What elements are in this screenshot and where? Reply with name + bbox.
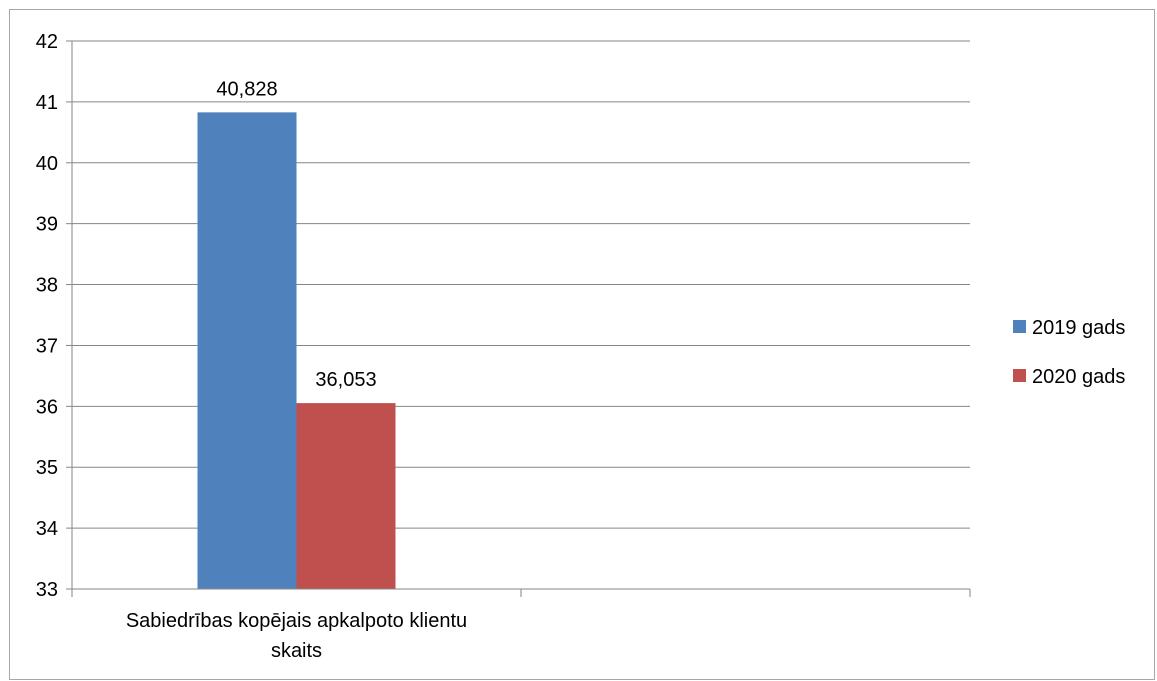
y-tick-label: 37: [36, 335, 58, 357]
axes: [66, 40, 971, 597]
y-tick-label: 39: [36, 214, 58, 236]
y-tick-label: 41: [36, 92, 58, 114]
data-label: 36,053: [315, 369, 376, 391]
category-label: skaits: [271, 640, 322, 662]
y-tick-labels: 33 34 35 36 37 38 39 40 41 42: [36, 31, 58, 601]
legend: 2019 gads 2020 gads: [1013, 317, 1125, 388]
category-label: Sabiedrības kopējais apkalpoto klientu: [126, 610, 467, 632]
legend-swatch: [1013, 320, 1026, 333]
chart-frame: [9, 9, 1155, 680]
y-tick-label: 33: [36, 579, 58, 601]
y-tick-label: 40: [36, 153, 58, 175]
y-tick-label: 34: [36, 518, 58, 540]
bar-2020-gads: [296, 403, 396, 589]
legend-label: 2019 gads: [1032, 317, 1125, 339]
bar-2019-gads: [197, 112, 297, 589]
category-labels: Sabiedrības kopējais apkalpoto klientu sk…: [126, 610, 467, 662]
y-tick-label: 35: [36, 457, 58, 479]
legend-label: 2020 gads: [1032, 366, 1125, 388]
y-tick-label: 38: [36, 275, 58, 297]
data-label: 40,828: [216, 78, 277, 100]
y-tick-label: 36: [36, 396, 58, 418]
y-tick-label: 42: [36, 31, 58, 53]
bars: [197, 112, 396, 589]
legend-swatch: [1013, 369, 1026, 382]
data-labels: 40,828 36,053: [216, 78, 376, 391]
